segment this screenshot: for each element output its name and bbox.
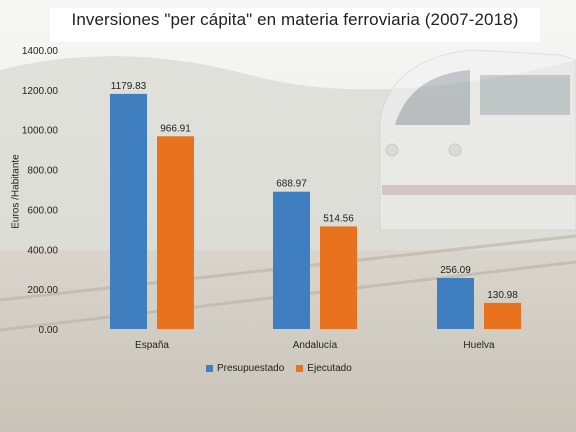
- x-tick-label: Andalucía: [293, 340, 338, 351]
- title-background: [50, 8, 540, 42]
- data-label: 688.97: [276, 179, 307, 190]
- data-label: 130.98: [487, 290, 518, 301]
- data-label: 514.56: [323, 213, 354, 224]
- y-axis-label: Euros /Habitante: [10, 154, 22, 229]
- legend-swatch-presupuestado: [206, 365, 213, 372]
- bar-presupuestado-0: [110, 93, 147, 329]
- bar-presupuestado-2: [437, 277, 474, 329]
- bar-ejecutado-1: [320, 226, 357, 329]
- y-tick-label: 200.00: [27, 285, 58, 296]
- x-tick-label: España: [135, 340, 169, 351]
- x-tick-label: Huelva: [463, 340, 495, 351]
- legend-label-presupuestado: Presupuestado: [217, 363, 285, 374]
- legend-label-ejecutado: Ejecutado: [307, 363, 352, 374]
- y-tick-label: 1200.00: [22, 86, 59, 97]
- bar-presupuestado-1: [273, 191, 310, 329]
- legend-swatch-ejecutado: [296, 365, 304, 372]
- bar-ejecutado-0: [157, 136, 194, 329]
- y-axis: 0.00 200.00 400.00 600.00 800.00 1000.00 1200.…: [22, 46, 59, 336]
- y-tick-label: 400.00: [27, 245, 58, 256]
- chart-title: Inversiones "per cápita" en materia ferr…: [71, 10, 519, 29]
- data-label: 1179.83: [111, 81, 147, 92]
- y-tick-label: 1400.00: [22, 46, 59, 57]
- bars: 1179.83 966.91 688.97 514.56 256.09 130.98: [110, 81, 521, 329]
- x-axis: España Andalucía Huelva: [135, 340, 495, 351]
- legend-item-presupuestado: Presupuestado: [206, 363, 284, 374]
- data-label: 256.09: [440, 265, 471, 276]
- y-tick-label: 600.00: [27, 205, 58, 216]
- y-tick-label: 0.00: [39, 325, 59, 336]
- y-tick-label: 800.00: [27, 166, 58, 177]
- y-tick-label: 1000.00: [22, 126, 59, 137]
- legend: Presupuestado Ejecutado: [206, 363, 352, 374]
- data-label: 966.91: [160, 123, 191, 134]
- legend-item-ejecutado: Ejecutado: [296, 363, 352, 374]
- bar-ejecutado-2: [484, 302, 521, 329]
